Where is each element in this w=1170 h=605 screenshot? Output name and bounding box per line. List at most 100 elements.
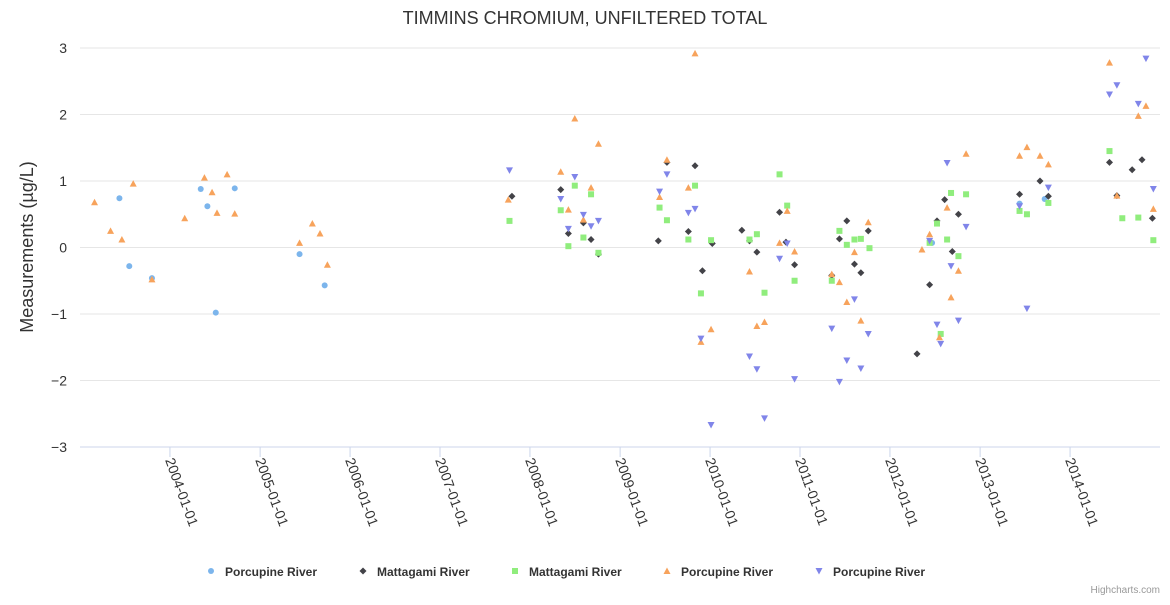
- data-point[interactable]: [1016, 190, 1024, 198]
- data-point[interactable]: [656, 188, 664, 196]
- data-point[interactable]: [212, 309, 219, 316]
- data-point[interactable]: [753, 322, 761, 329]
- data-point[interactable]: [1016, 152, 1024, 159]
- data-point[interactable]: [776, 255, 784, 263]
- data-point[interactable]: [557, 207, 564, 214]
- data-point[interactable]: [1135, 214, 1142, 221]
- data-point[interactable]: [1023, 143, 1031, 151]
- credits-link[interactable]: Highcharts.com: [1090, 585, 1160, 596]
- data-point[interactable]: [1138, 156, 1146, 164]
- data-point[interactable]: [1119, 215, 1126, 222]
- data-point[interactable]: [738, 226, 746, 234]
- data-point[interactable]: [836, 227, 843, 234]
- data-point[interactable]: [962, 150, 970, 157]
- data-point[interactable]: [850, 248, 858, 256]
- legend-item[interactable]: Porcupine River: [208, 565, 317, 579]
- data-point[interactable]: [308, 220, 316, 227]
- data-point[interactable]: [579, 211, 587, 219]
- data-point[interactable]: [200, 174, 208, 181]
- data-point[interactable]: [148, 275, 156, 283]
- legend-item[interactable]: Mattagami River: [512, 565, 622, 579]
- data-point[interactable]: [1105, 158, 1113, 166]
- data-point[interactable]: [828, 270, 836, 278]
- data-point[interactable]: [707, 325, 715, 333]
- data-point[interactable]: [1113, 192, 1121, 199]
- data-point[interactable]: [948, 247, 956, 255]
- data-point[interactable]: [204, 203, 211, 210]
- data-point[interactable]: [587, 184, 595, 191]
- data-point[interactable]: [126, 263, 133, 270]
- data-point[interactable]: [753, 248, 761, 256]
- data-point[interactable]: [594, 217, 602, 225]
- data-point[interactable]: [571, 114, 579, 122]
- data-point[interactable]: [791, 247, 799, 255]
- data-point[interactable]: [791, 277, 798, 284]
- data-point[interactable]: [864, 330, 872, 338]
- data-point[interactable]: [208, 188, 216, 196]
- data-point[interactable]: [107, 227, 115, 234]
- data-point[interactable]: [963, 191, 970, 198]
- data-point[interactable]: [654, 237, 662, 245]
- data-point[interactable]: [753, 366, 761, 373]
- data-point[interactable]: [948, 189, 955, 196]
- data-point[interactable]: [776, 171, 783, 178]
- legend-symbol[interactable]: [208, 568, 214, 574]
- data-point[interactable]: [708, 237, 715, 244]
- data-point[interactable]: [851, 236, 858, 243]
- data-point[interactable]: [231, 185, 238, 192]
- data-point[interactable]: [1105, 59, 1113, 66]
- data-point[interactable]: [691, 205, 699, 213]
- data-point[interactable]: [944, 236, 951, 243]
- data-point[interactable]: [698, 267, 706, 275]
- data-point[interactable]: [506, 217, 513, 224]
- data-point[interactable]: [935, 333, 943, 341]
- data-point[interactable]: [91, 198, 99, 206]
- data-point[interactable]: [926, 230, 934, 238]
- data-point[interactable]: [197, 185, 204, 192]
- data-point[interactable]: [934, 220, 941, 227]
- data-point[interactable]: [565, 243, 572, 250]
- data-point[interactable]: [1149, 205, 1157, 212]
- data-point[interactable]: [828, 277, 835, 284]
- data-point[interactable]: [685, 236, 692, 243]
- data-point[interactable]: [587, 236, 595, 244]
- data-point[interactable]: [656, 193, 664, 200]
- data-point[interactable]: [941, 196, 949, 204]
- data-point[interactable]: [918, 245, 926, 253]
- data-point[interactable]: [791, 376, 799, 383]
- data-point[interactable]: [857, 269, 865, 277]
- data-point[interactable]: [1142, 55, 1150, 63]
- data-point[interactable]: [947, 293, 955, 301]
- data-point[interactable]: [223, 170, 231, 178]
- data-point[interactable]: [783, 240, 791, 248]
- data-point[interactable]: [1106, 148, 1113, 155]
- data-point[interactable]: [850, 260, 858, 268]
- data-point[interactable]: [843, 298, 851, 306]
- data-point[interactable]: [954, 317, 962, 325]
- data-point[interactable]: [746, 236, 753, 243]
- data-point[interactable]: [913, 350, 921, 358]
- data-point[interactable]: [828, 325, 836, 333]
- legend-symbol[interactable]: [815, 568, 823, 575]
- data-point[interactable]: [947, 263, 955, 270]
- data-point[interactable]: [323, 261, 331, 268]
- data-point[interactable]: [857, 235, 864, 242]
- data-point[interactable]: [943, 204, 951, 211]
- legend-item[interactable]: Mattagami River: [359, 565, 471, 579]
- data-point[interactable]: [504, 196, 512, 203]
- data-point[interactable]: [783, 207, 791, 214]
- data-point[interactable]: [129, 180, 137, 187]
- data-point[interactable]: [663, 217, 670, 224]
- data-point[interactable]: [1134, 100, 1142, 108]
- data-point[interactable]: [937, 340, 945, 348]
- data-point[interactable]: [557, 168, 565, 175]
- data-point[interactable]: [1044, 192, 1052, 200]
- legend-item[interactable]: Porcupine River: [815, 565, 926, 579]
- data-point[interactable]: [791, 261, 799, 269]
- data-point[interactable]: [835, 235, 843, 243]
- data-point[interactable]: [1128, 166, 1136, 174]
- data-point[interactable]: [745, 267, 753, 275]
- data-point[interactable]: [697, 290, 704, 297]
- data-point[interactable]: [296, 239, 304, 246]
- data-point[interactable]: [1105, 91, 1113, 99]
